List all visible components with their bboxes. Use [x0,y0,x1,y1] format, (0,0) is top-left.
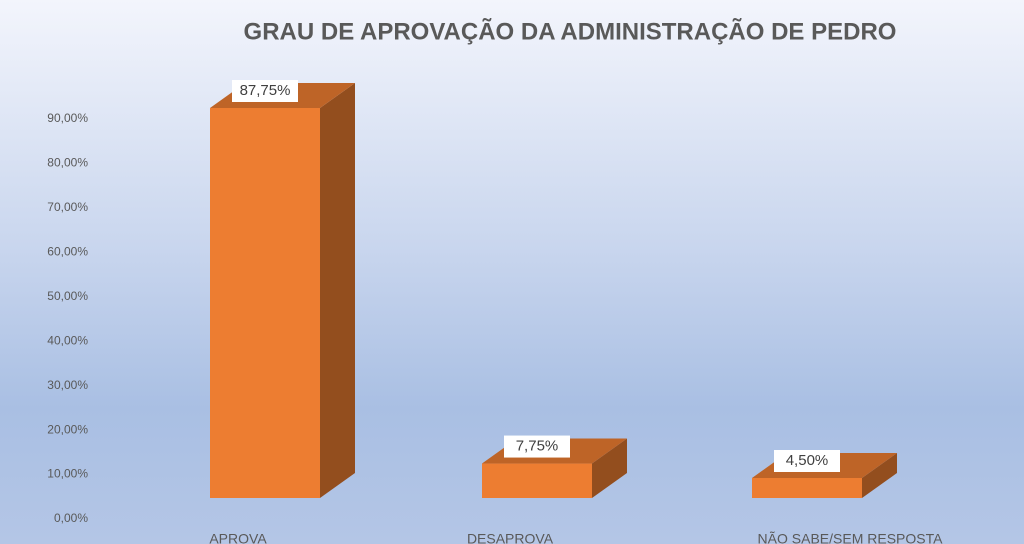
data-label: 7,75% [516,438,559,455]
y-tick-label: 30,00% [47,378,88,392]
data-label-box [774,450,840,472]
bar-side [320,83,355,498]
data-label: 4,50% [786,452,829,469]
x-tick-label: NÃO SABE/SEM RESPOSTA [758,531,944,544]
y-tick-label: 0,00% [54,511,88,525]
y-tick-label: 90,00% [47,111,88,125]
chart-title: GRAU DE APROVAÇÃO DA ADMINISTRAÇÃO DE PE… [244,17,897,45]
y-tick-label: 40,00% [47,333,88,347]
y-tick-label: 10,00% [47,467,88,481]
x-tick-label: APROVA [209,531,267,544]
data-label: 87,75% [240,82,291,99]
y-tick-label: 70,00% [47,200,88,214]
data-label-box [232,80,298,102]
y-tick-label: 50,00% [47,289,88,303]
bar-side [592,438,627,498]
data-label-box [504,435,570,458]
y-tick-label: 60,00% [47,245,88,259]
bar [210,108,320,498]
y-tick-label: 20,00% [47,422,88,436]
bar [752,478,862,498]
bar [482,463,592,498]
x-tick-label: DESAPROVA [467,531,554,544]
y-tick-label: 80,00% [47,156,88,170]
bar-side [862,453,897,498]
